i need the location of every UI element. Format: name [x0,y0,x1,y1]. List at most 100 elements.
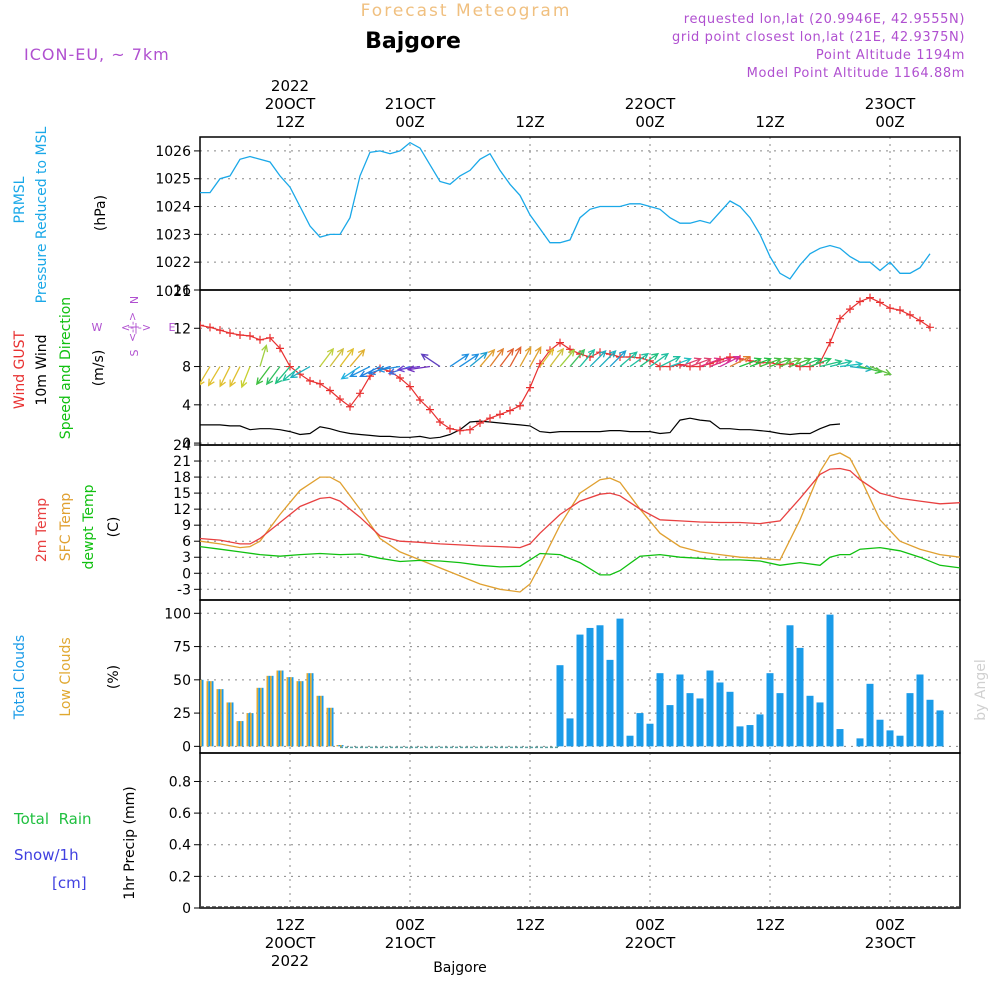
pressure-axes: 1022 1023 1024 1025 1026 [155,136,961,291]
y-tick-label: 1025 [155,172,191,188]
wind-arrow [569,348,586,367]
cloud-bar [218,689,220,747]
cloud-bar [746,725,754,747]
cloud-bar [201,679,204,747]
cloud-bar [756,714,764,747]
cloud-bar [220,689,222,747]
y-tick-label: 0.2 [169,869,191,885]
wind-dir-label: Speed and Direction [58,297,74,439]
cloud-bar [256,687,259,747]
gust-marker [486,414,494,423]
y-tick-label: 100 [164,606,191,622]
cloud-bar [576,634,584,747]
gust-marker [476,418,484,427]
wind-arrow [779,357,802,368]
wind-arrow [240,366,251,389]
gust-marker [526,383,534,392]
y-tick-label: 3 [182,550,191,566]
top-time-label: 00Z [875,113,904,131]
grid-point-coords: grid point closest lon,lat (21E, 42.9375… [672,30,965,45]
y-tick-label: 1022 [155,255,191,271]
wind-arrow [329,347,345,367]
gust-marker [896,306,904,315]
wind-arrow [200,366,211,386]
gust-marker [216,326,224,335]
total-clouds-label: Total Clouds [12,635,28,720]
wind-arrow [219,366,231,388]
wind-arrow [689,357,712,368]
cloud-bar [556,665,564,747]
cloud-bar [896,735,904,747]
cloud-bar [320,695,322,747]
pressure-frame [199,136,961,291]
cloud-bar [258,687,260,747]
gust-marker [316,379,324,388]
gust-marker [516,401,524,410]
wind-arrow [769,357,792,368]
cloud-bar [726,691,734,747]
wind-arrow [559,348,576,367]
wind-arrow [669,357,692,368]
snow-label: Snow/1h [14,846,79,864]
cloud-bar [210,681,212,747]
y-tick-label: 0.4 [169,838,191,854]
sfc-temp-line [200,452,960,593]
y-tick-label: 8 [182,360,191,376]
cloud-bar [251,713,254,747]
cloud-bar [238,721,240,747]
snow-unit-label: [cm] [52,874,87,892]
cloud-bar [340,745,342,747]
wind-unit: (m/s) [91,350,107,387]
cloud-bar [268,675,270,747]
wind-panel: Wind GUST 10m Wind Speed and Direction (… [12,296,176,439]
bottom-time-label: 12Z [515,916,544,934]
top-time-label: 2022 [271,77,309,95]
cloud-bar [291,677,294,747]
wind-arrow [349,348,366,367]
pressure-label-msl: Pressure Reduced to MSL [34,126,50,303]
wind-arrow [229,366,241,388]
wind-arrow [639,352,660,368]
cloud-bar [280,670,282,747]
temp-sfc-label: SFC Temp [58,493,74,562]
cloud-bar [596,625,604,747]
rain-label: Total Rain [13,810,92,828]
y-tick-label: 12 [173,502,191,518]
y-tick-label: 0.8 [169,774,191,790]
gust-marker [456,426,464,435]
wind-arrow [265,366,281,386]
bottom-time-label: 23OCT [865,934,916,952]
gust-marker [236,330,244,339]
cloud-bar [270,675,272,747]
cloud-bar [236,721,239,747]
model-altitude: Model Point Altitude 1164.88m [747,66,965,81]
cloud-bar [300,681,302,747]
pressure-panel: PRMSL Pressure Reduced to MSL (hPa) [12,126,109,303]
cloud-bar [271,675,274,747]
gust-marker [416,396,424,405]
gust-marker [496,410,504,419]
gust-marker [676,360,684,369]
cloud-bar [308,673,310,747]
y-tick-label: -3 [177,582,191,598]
gust-marker [326,386,334,395]
cloud-bar [328,707,330,747]
compass-icon: W <-|-> E <-|-> N S [92,296,176,357]
wind-arrow [659,356,681,368]
cloud-bar [656,673,664,747]
gust-marker [856,297,864,306]
y-tick-label: 18 [173,470,191,486]
wind-arrow [729,356,751,368]
top-time-label: 12Z [275,113,304,131]
compass-e: E [169,321,176,334]
cloud-bar [606,659,614,747]
gust-marker [200,321,204,330]
y-tick-label: 0 [182,739,191,755]
top-title: Forecast Meteogram [361,1,572,21]
bottom-time-label: 00Z [635,916,664,934]
cloud-bar [806,695,814,747]
y-tick-label: 4 [182,398,191,414]
cloud-bar [241,721,244,747]
wind-arrow [469,351,489,368]
precip-panel: Total Rain Snow/1h [cm] 1hr Precip (mm) [13,786,138,899]
